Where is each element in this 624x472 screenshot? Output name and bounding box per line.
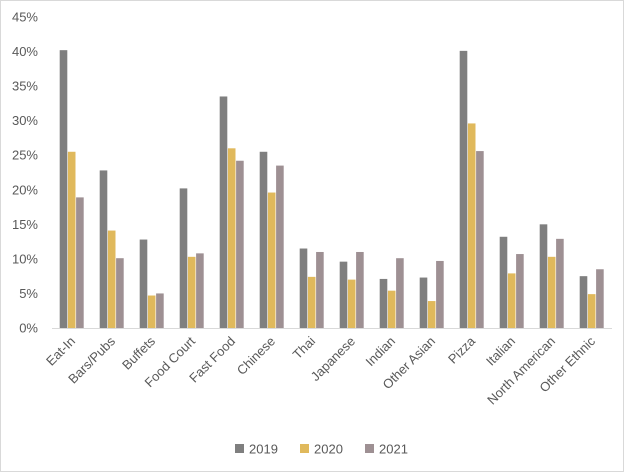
bar-2019 [579,276,588,328]
bar-2020 [107,230,116,328]
bar-2021 [476,151,484,328]
bar-2019 [139,239,148,328]
bar-2020 [347,279,356,328]
y-tick-label: 15% [12,217,38,232]
bar-2019 [99,170,108,328]
legend: 2019 2020 2021 [235,442,408,457]
bar-2019 [299,248,308,328]
y-tick-label: 40% [12,44,38,59]
y-tick-label: 30% [12,113,38,128]
bar-2019 [539,224,548,328]
bar-2020 [547,256,556,328]
bar-2019 [459,50,468,329]
bar-2020 [227,148,236,328]
legend-swatch-2019 [235,444,244,453]
bar-2021 [516,254,524,328]
y-tick-label: 45% [12,10,38,25]
bar-2021 [276,165,284,328]
y-tick-label: 35% [12,79,38,94]
bar-2020 [147,295,156,328]
legend-label: 2020 [314,442,343,457]
bar-2021 [396,258,404,328]
bar-2021 [236,160,244,328]
bar-2021 [196,253,204,328]
x-tick-label: Eat-In [43,334,78,369]
x-tick-label: Italian [483,334,518,369]
bar-2019 [499,236,508,328]
bar-2020 [267,192,276,328]
x-tick-label: Thai [290,333,319,362]
bar-2021 [156,293,164,328]
bar-2019 [219,96,228,328]
bar-2020 [467,123,476,329]
bar-2021 [556,238,564,328]
bar-2020 [67,151,76,328]
legend-label: 2021 [379,442,408,457]
bar-2019 [419,277,428,328]
bar-2021 [76,197,84,328]
bar-2021 [436,260,444,328]
y-tick-label: 25% [12,148,38,163]
y-tick-label: 10% [12,251,38,266]
y-tick-label: 5% [19,286,38,301]
x-tick-label: Chinese [234,334,278,378]
y-tick-label: 0% [19,321,38,336]
x-tick-label: Pizza [445,333,479,367]
legend-swatch-2020 [300,444,309,453]
bar-2020 [187,256,196,328]
x-tick-label: Indian [362,334,398,370]
x-tick-label: Japanese [308,334,358,384]
bar-2019 [259,151,268,328]
bar-2021 [596,269,604,328]
bar-2020 [427,301,436,328]
y-tick-label: 20% [12,182,38,197]
x-tick-label: Buffets [119,333,158,372]
y-axis-ticks: 0% 5% 10% 15% 20% 25% 30% 35% 40% 45% [12,10,38,336]
bar-2020 [587,294,596,328]
bar-2021 [356,251,364,328]
legend-swatch-2021 [365,444,374,453]
bar-2019 [59,50,68,329]
bars [59,50,604,329]
bar-2019 [339,261,348,328]
bar-2021 [316,251,324,328]
bar-2019 [379,278,388,328]
legend-label: 2019 [249,442,278,457]
bar-2021 [116,258,124,328]
bar-2020 [307,276,316,328]
bar-2019 [179,188,188,328]
bar-2020 [507,273,516,328]
bar-2020 [387,290,396,328]
